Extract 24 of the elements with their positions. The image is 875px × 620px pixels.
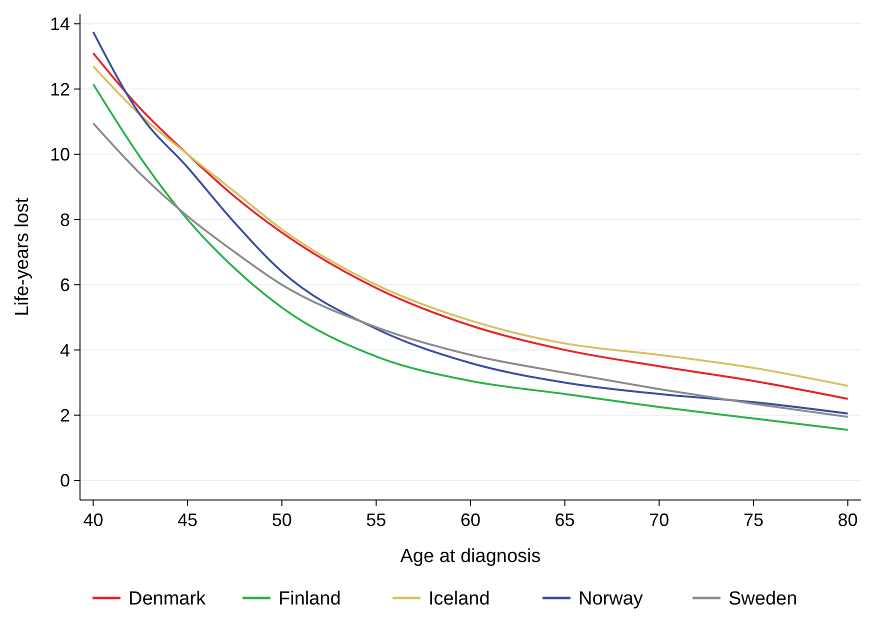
y-tick-label: 2 [60, 405, 70, 426]
legend-label: Iceland [428, 588, 490, 610]
y-tick-label: 12 [50, 79, 70, 100]
y-tick-label: 8 [60, 210, 70, 230]
x-tick-label: 45 [178, 510, 198, 530]
y-tick-label: 0 [60, 470, 70, 491]
x-axis-title: Age at diagnosis [400, 546, 541, 567]
x-tick-label: 60 [460, 510, 481, 530]
x-tick-label: 70 [649, 510, 670, 530]
legend-label: Norway [578, 588, 644, 610]
x-tick-label: 55 [366, 510, 386, 530]
y-tick-label: 14 [50, 14, 70, 34]
x-tick-label: 75 [743, 510, 764, 530]
y-axis-title: Life-years lost [12, 197, 33, 316]
x-tick-label: 65 [554, 510, 575, 530]
legend-label: Finland [278, 588, 341, 610]
x-tick-label: 50 [272, 510, 292, 530]
y-tick-label: 10 [50, 144, 70, 165]
legend-label: Denmark [128, 588, 206, 610]
y-tick-label: 6 [60, 275, 70, 296]
legend-label: Sweden [728, 588, 798, 610]
x-tick-label: 40 [83, 510, 104, 530]
x-tick-label: 80 [838, 510, 858, 530]
y-tick-label: 4 [60, 340, 70, 360]
